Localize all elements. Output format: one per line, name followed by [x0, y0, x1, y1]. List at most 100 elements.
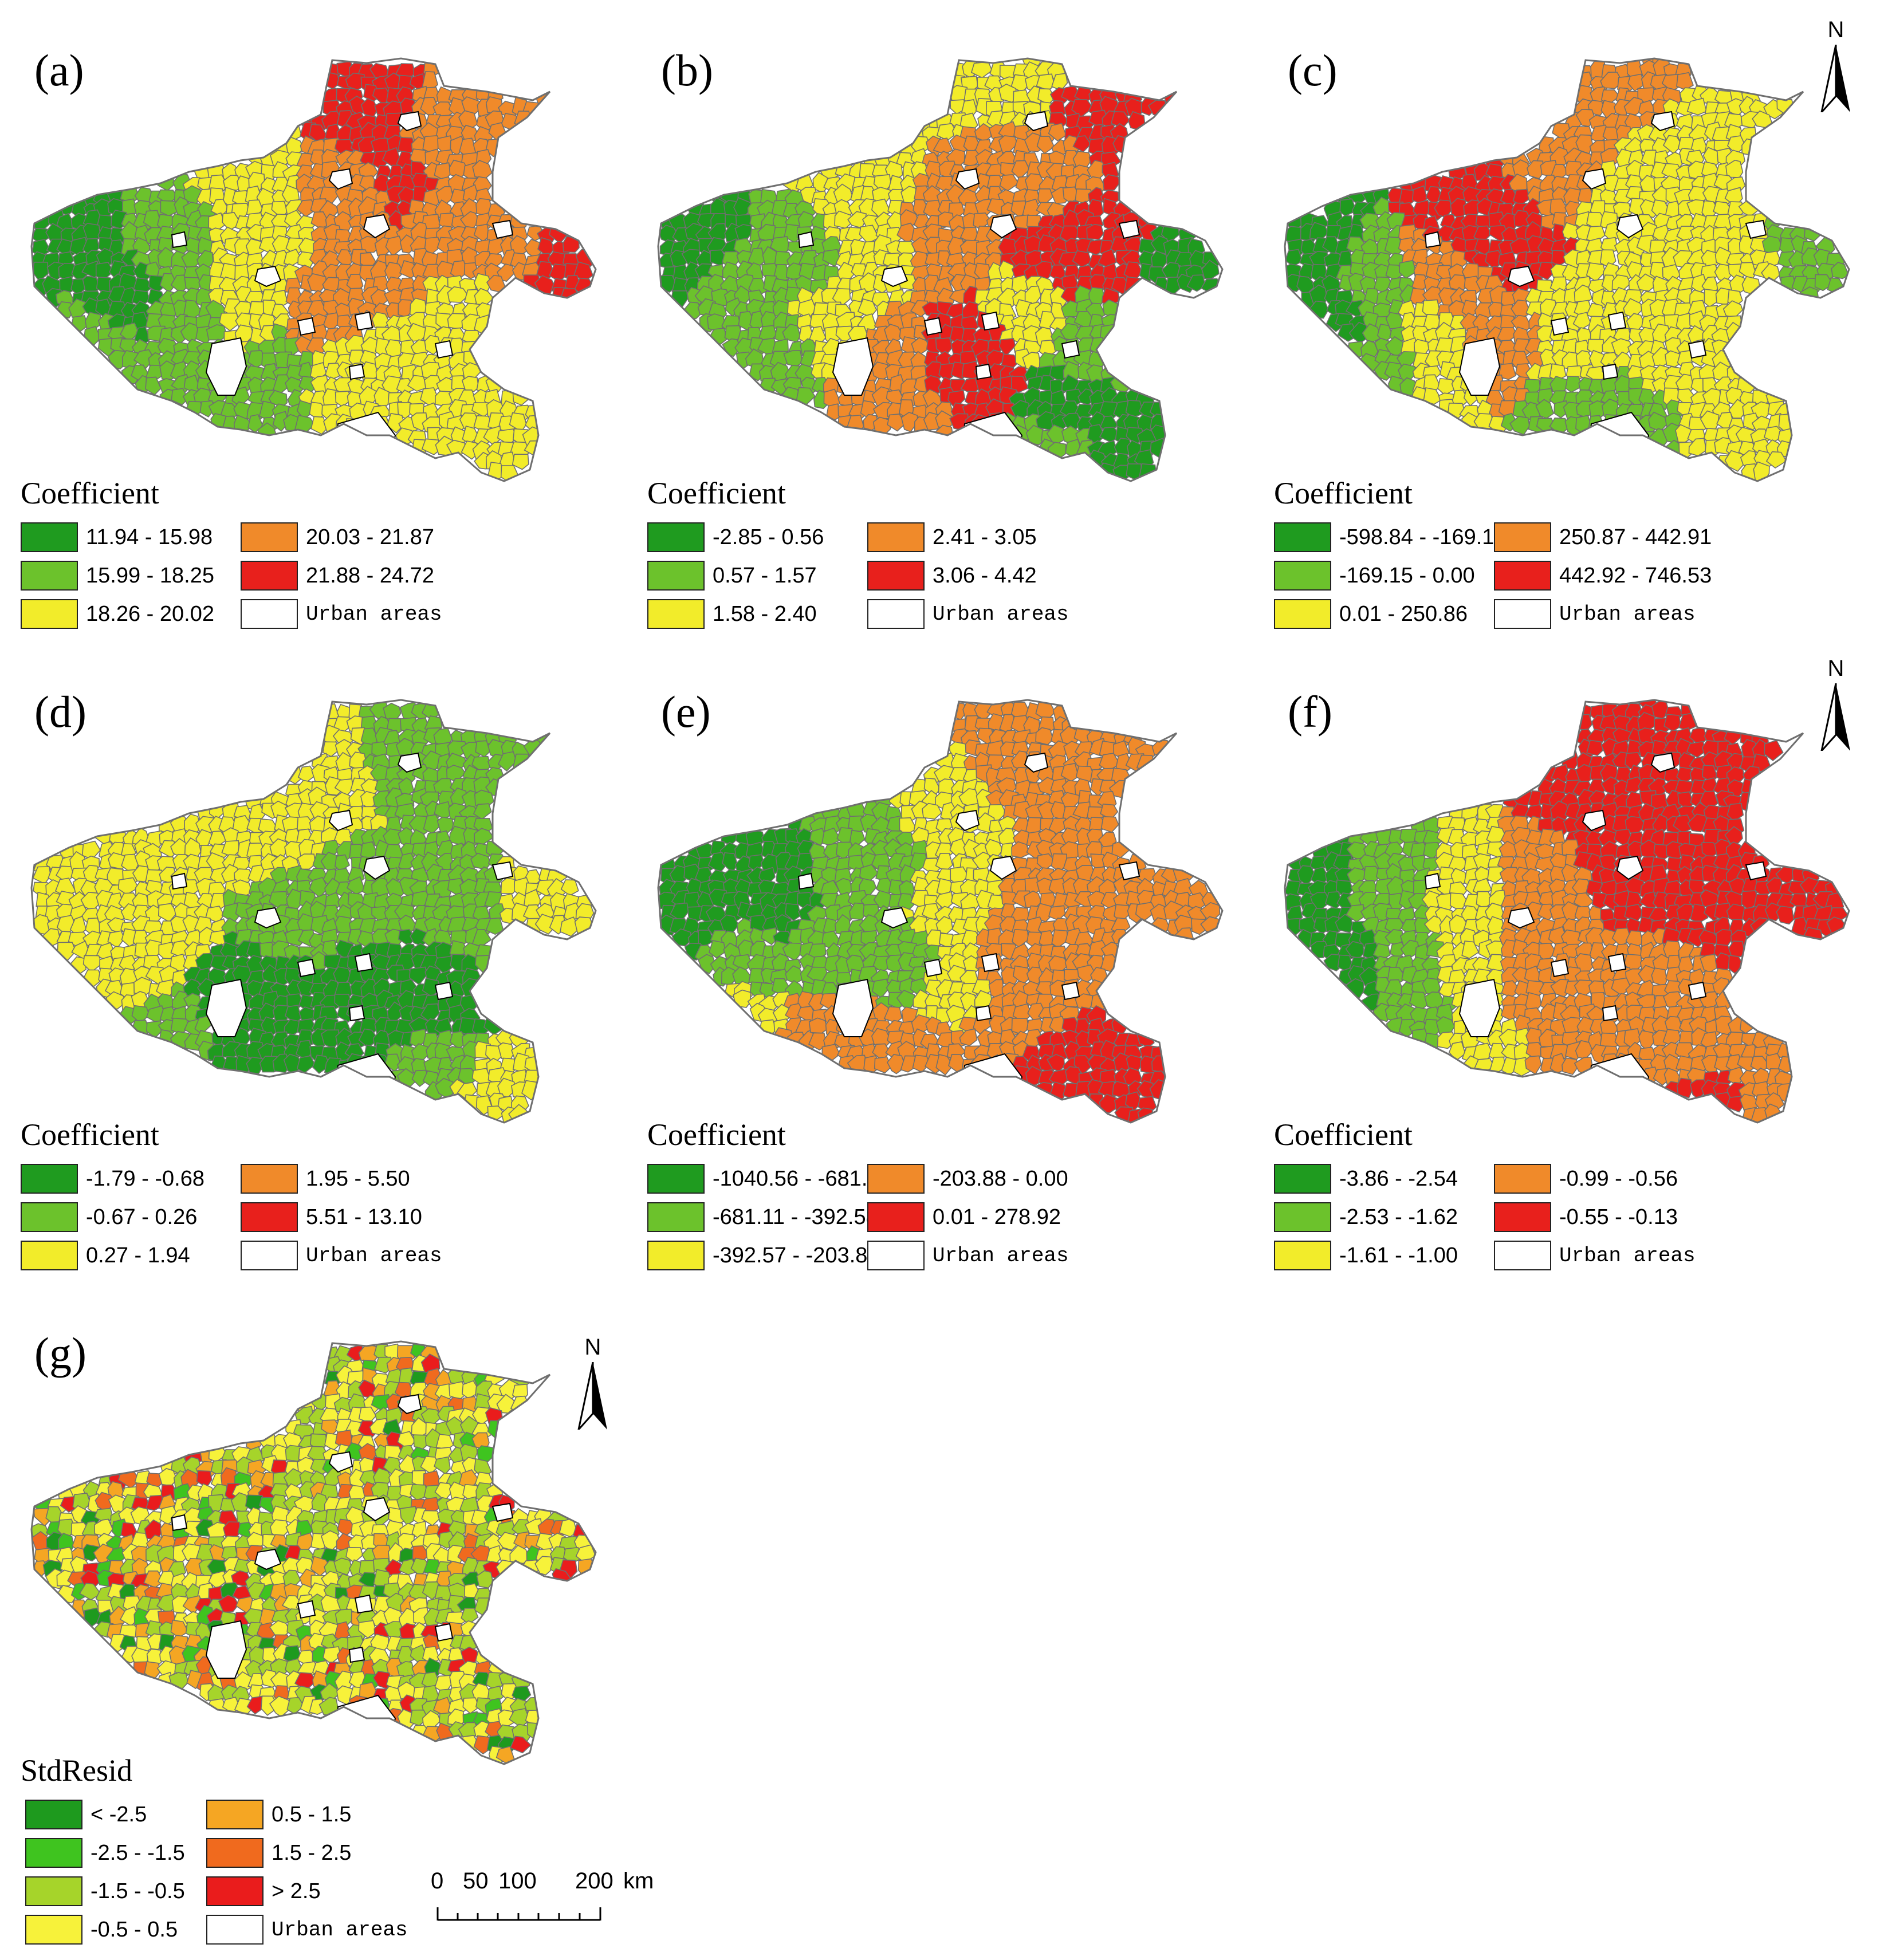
county-polygon [1011, 841, 1030, 859]
county-polygon [1724, 450, 1745, 472]
legend-label: -392.57 - -203.89 [713, 1243, 880, 1268]
legend-item: 2.41 - 3.05 [867, 521, 1037, 553]
county-polygon [1686, 97, 1708, 116]
legend-swatch [21, 1202, 78, 1232]
county-polygon [1086, 223, 1104, 240]
urban-area [1607, 311, 1627, 331]
county-polygon [1414, 339, 1430, 355]
map-panel-d: (d) Coefficient -1.79 - -0.68 -0.67 - 0.26… [0, 641, 627, 1283]
county-polygon [1051, 929, 1068, 948]
urban-area [1582, 168, 1607, 190]
county-polygon [1537, 261, 1556, 281]
legend-swatch [241, 1202, 298, 1232]
urban-area [297, 958, 316, 978]
urban-area [1458, 337, 1501, 396]
urban-area [975, 363, 992, 380]
legend-item-urban: Urban areas [867, 598, 1069, 630]
county-polygon [1776, 906, 1795, 925]
county-polygon [1627, 73, 1645, 92]
county-polygon [1423, 387, 1442, 405]
urban-area [348, 1005, 365, 1022]
choropleth-map [657, 57, 1224, 482]
urban-area [955, 168, 980, 190]
county-polygon [1071, 99, 1094, 118]
county-polygon [461, 376, 479, 392]
county-polygon [1728, 399, 1747, 419]
county-polygon [1527, 160, 1544, 179]
legend-item-urban: Urban areas [867, 1239, 1069, 1272]
urban-area [328, 168, 353, 190]
urban-area [434, 340, 454, 359]
legend-item: -203.88 - 0.00 [867, 1163, 1068, 1195]
legend-swatch [867, 522, 925, 552]
county-polygon [171, 388, 188, 406]
legend-item: -0.67 - 0.26 [21, 1201, 197, 1233]
legend-label: 250.87 - 442.91 [1559, 525, 1712, 549]
legend-swatch [241, 1241, 298, 1270]
legend-swatch [867, 599, 925, 629]
choropleth-map [1284, 699, 1850, 1124]
county-polygon [498, 751, 517, 772]
legend-item: 15.99 - 18.25 [21, 560, 214, 592]
legend-swatch [867, 1202, 925, 1232]
legend-title: Coefficient [21, 476, 159, 510]
county-polygon [1162, 86, 1181, 105]
county-polygon [822, 249, 841, 267]
legend-swatch [647, 599, 705, 629]
urban-area [1688, 340, 1707, 359]
county-polygon [1500, 188, 1519, 207]
county-polygon [334, 778, 354, 796]
legend-item: 5.51 - 13.10 [241, 1201, 422, 1233]
legend-swatch [241, 1164, 298, 1194]
county-polygon [512, 454, 529, 470]
county-polygon [1636, 273, 1657, 292]
urban-area [348, 363, 365, 380]
legend-label: Urban areas [306, 1243, 442, 1268]
urban-area [397, 111, 422, 132]
county-polygon [386, 412, 405, 434]
county-polygon [1801, 247, 1819, 267]
legend-label: 21.88 - 24.72 [306, 563, 434, 588]
county-polygon [1102, 174, 1121, 191]
urban-area [797, 231, 815, 249]
panel-label: (a) [34, 45, 84, 95]
panel-label: (b) [661, 45, 713, 95]
legend-item: 20.03 - 21.87 [241, 521, 434, 553]
legend-label: -598.84 - -169.16 [1339, 525, 1507, 549]
province-boundary [657, 57, 1224, 482]
legend-swatch [241, 522, 298, 552]
legend-swatch [1494, 522, 1551, 552]
county-polygon [296, 199, 317, 218]
legend-label: 11.94 - 15.98 [86, 525, 213, 549]
county-polygon [273, 374, 293, 394]
urban-area [1650, 111, 1676, 132]
legend-swatch [1274, 522, 1331, 552]
urban-area [363, 214, 391, 239]
urban-area [1550, 317, 1570, 336]
province-boundary [1284, 57, 1850, 482]
county-polygon [145, 376, 162, 396]
legend-label: -681.11 - -392.58 [713, 1205, 878, 1229]
county-polygon [1565, 376, 1583, 393]
legend-swatch [21, 1241, 78, 1270]
legend-label: Urban areas [306, 602, 442, 626]
legend-label: 15.99 - 18.25 [86, 563, 214, 588]
legend-swatch [867, 561, 925, 591]
county-polygon [1586, 739, 1604, 756]
legend-item: 18.26 - 20.02 [21, 598, 214, 630]
urban-area [961, 411, 1023, 481]
choropleth-map [30, 699, 597, 1124]
legend-swatch [241, 599, 298, 629]
county-polygon [1362, 323, 1383, 343]
choropleth-map [657, 699, 1224, 1124]
map-panel-f: (f) Coefficient -3.86 - -2.54 -2.53 - -1.6… [1253, 641, 1880, 1283]
legend-item: 1.95 - 5.50 [241, 1163, 410, 1195]
province-boundary [30, 57, 597, 482]
legend-label: 18.26 - 20.02 [86, 601, 214, 626]
county-polygon [1827, 277, 1844, 295]
legend-title: Coefficient [647, 476, 786, 510]
legend-item: 442.92 - 746.53 [1494, 560, 1712, 592]
urban-area [961, 1053, 1023, 1123]
county-polygon [447, 286, 469, 303]
county-polygon [725, 297, 743, 317]
